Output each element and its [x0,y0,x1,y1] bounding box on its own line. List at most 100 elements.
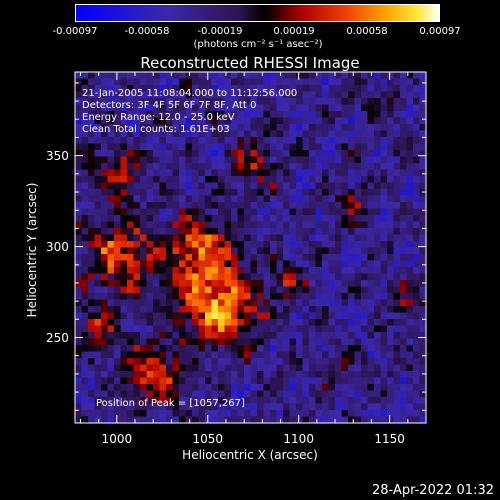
heatmap-cell [159,221,167,229]
heatmap-cell [335,130,342,138]
heatmap-cell [127,260,134,268]
heatmap-cell [101,319,108,326]
heatmap-cell [94,124,102,131]
heatmap-cell [380,403,388,411]
heatmap-cell [380,195,388,203]
heatmap-cell [107,176,115,183]
heatmap-cell [192,280,199,287]
heatmap-cell [185,338,193,346]
heatmap-cell [88,319,95,326]
heatmap-cell [101,306,108,313]
heatmap-cell [250,384,258,391]
heatmap-cell [211,228,219,235]
heatmap-cell [198,137,206,144]
heatmap-cell [400,332,407,339]
heatmap-cell [192,312,199,320]
heatmap-cell [335,228,342,235]
heatmap-cell [276,267,284,274]
heatmap-cell [237,182,245,190]
heatmap-cell [263,293,271,300]
heatmap-cell [75,286,82,294]
heatmap-cell [237,169,245,177]
heatmap-cell [127,104,134,112]
heatmap-cell [198,254,206,261]
heatmap-cell [400,325,407,333]
heatmap-cell [315,247,323,255]
heatmap-cell [224,390,232,398]
heatmap-cell [348,358,355,365]
heatmap-cell [413,371,420,378]
heatmap-cell [88,208,95,216]
heatmap-cell [224,384,232,391]
heatmap-cell [354,260,362,268]
heatmap-cell [237,403,245,411]
heatmap-cell [159,72,167,79]
heatmap-cell [348,332,355,339]
heatmap-cell [289,338,297,346]
heatmap-cell [296,72,303,79]
heatmap-cell [322,202,329,209]
heatmap-cell [244,254,251,261]
heatmap-cell [88,241,95,248]
heatmap-cell [237,130,245,138]
heatmap-cell [231,390,238,398]
heatmap-cell [192,306,199,313]
heatmap-cell [322,221,329,229]
heatmap-cell [367,332,375,339]
heatmap-cell [101,351,108,359]
heatmap-cell [94,384,102,391]
heatmap-cell [276,299,284,307]
heatmap-cell [283,403,290,411]
heatmap-cell [205,221,212,229]
heatmap-cell [283,189,290,196]
heatmap-cell [127,267,134,274]
heatmap-cell [322,72,329,79]
heatmap-cell [380,273,388,281]
heatmap-cell [296,267,303,274]
heatmap-cell [263,111,271,118]
heatmap-cell [198,228,206,235]
heatmap-cell [94,215,102,222]
heatmap-cell [413,195,420,203]
heatmap-cell [322,143,329,151]
heatmap-cell [354,221,362,229]
heatmap-cell [309,312,316,320]
heatmap-cell [315,397,323,404]
heatmap-cell [387,98,394,105]
heatmap-cell [309,410,316,417]
heatmap-cell [406,410,414,417]
heatmap-cell [296,169,303,177]
heatmap-cell [192,241,199,248]
heatmap-cell [185,280,193,287]
heatmap-cell [257,195,264,203]
heatmap-cell [309,98,316,105]
heatmap-cell [140,104,147,112]
heatmap-cell [231,312,238,320]
heatmap-cell [146,208,154,216]
heatmap-cell [296,312,303,320]
heatmap-cell [211,403,219,411]
heatmap-cell [192,78,199,86]
heatmap-cell [270,319,277,326]
heatmap-cell [335,273,342,281]
heatmap-cell [341,234,349,242]
heatmap-cell [133,182,141,190]
heatmap-cell [244,267,251,274]
heatmap-cell [94,182,102,190]
heatmap-cell [75,169,82,177]
heatmap-cell [361,410,368,417]
heatmap-cell [250,390,258,398]
heatmap-cell [166,189,173,196]
heatmap-cell [198,176,206,183]
heatmap-cell [224,130,232,138]
heatmap-cell [107,338,115,346]
heatmap-cell [263,143,271,151]
heatmap-cell [341,143,349,151]
heatmap-cell [224,306,232,313]
heatmap-cell [406,397,414,404]
heatmap-cell [354,234,362,242]
heatmap-cell [114,156,121,164]
heatmap-cell [257,117,264,125]
heatmap-cell [94,280,102,287]
heatmap-cell [400,189,407,196]
